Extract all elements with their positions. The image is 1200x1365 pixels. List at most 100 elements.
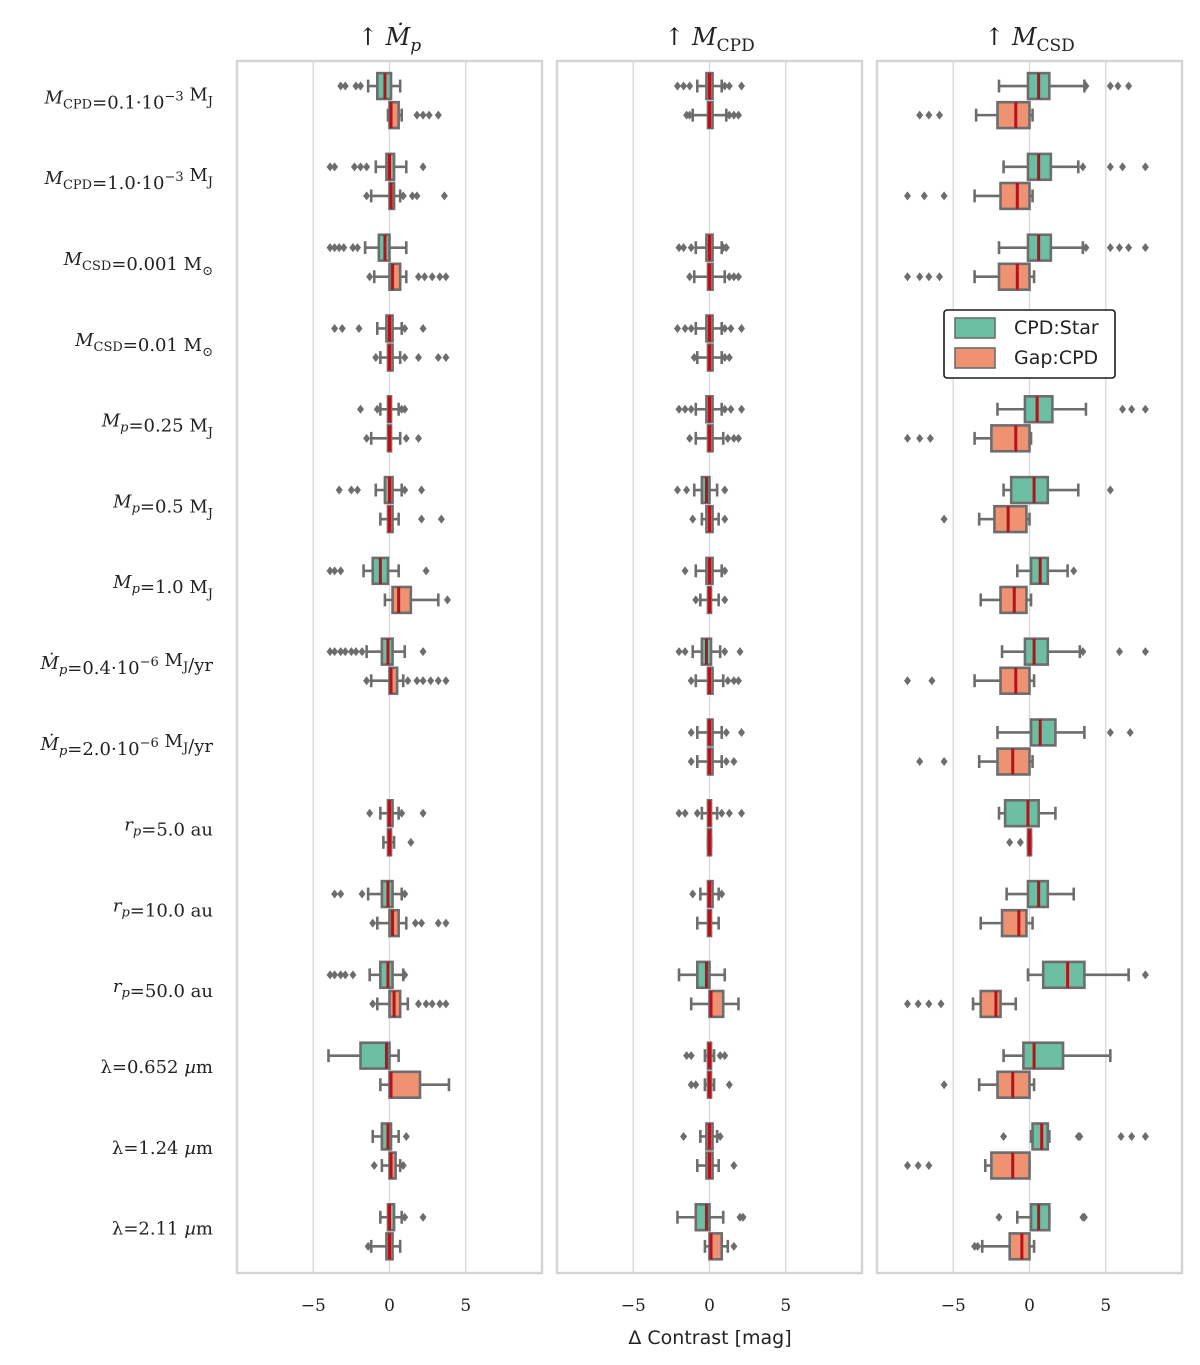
outlier-point (904, 1161, 911, 1171)
outlier-point (422, 999, 430, 1009)
outlier-point (734, 272, 742, 282)
box-gap-cpd (703, 1232, 738, 1261)
outlier-point (401, 353, 409, 363)
box-gap-cpd (695, 908, 720, 938)
outlier-point (335, 485, 343, 495)
box-cpd-star (996, 395, 1149, 424)
outlier-point (419, 676, 427, 686)
outlier-point (428, 272, 436, 282)
outlier-point (722, 243, 730, 253)
box-iqr (379, 960, 394, 990)
outlier-point (408, 191, 416, 201)
box-iqr (997, 262, 1031, 291)
outlier-point (414, 272, 422, 282)
outlier-point (369, 999, 377, 1009)
outlier-point (331, 889, 339, 899)
outlier-point (413, 191, 421, 201)
box-gap-cpd (364, 1232, 402, 1261)
outlier-point (422, 566, 430, 576)
outlier-point (725, 110, 733, 120)
box-cpd-star (675, 799, 746, 828)
box-gap-cpd (940, 1070, 1036, 1099)
box-iqr (388, 100, 400, 130)
box-iqr (359, 1041, 391, 1070)
outlier-point (1141, 1131, 1149, 1141)
outlier-point (335, 243, 343, 253)
category-label: λ=1.24 µm (112, 1138, 213, 1159)
box-cpd-star (997, 233, 1149, 262)
outlier-point (363, 162, 371, 172)
outlier-point (363, 191, 371, 201)
box-iqr (1029, 718, 1057, 747)
outlier-point (730, 110, 738, 120)
box-cpd-star (997, 799, 1057, 828)
outlier-point (418, 918, 426, 928)
box-cpd-star (371, 1122, 410, 1151)
outlier-point (357, 162, 365, 172)
outlier-point (1000, 1131, 1008, 1141)
box-gap-cpd (690, 343, 733, 372)
box-iqr (996, 100, 1031, 130)
outlier-point (736, 647, 744, 657)
box-iqr (1023, 637, 1050, 666)
outlier-point (686, 272, 694, 282)
box-cpd-star (681, 556, 729, 586)
outlier-point (1141, 243, 1149, 253)
outlier-point (1141, 970, 1149, 980)
outlier-point (326, 566, 334, 576)
outlier-point (442, 272, 450, 282)
box-cpd-star (995, 1203, 1088, 1232)
outlier-point (716, 1051, 724, 1061)
outlier-point (421, 272, 429, 282)
outlier-point (1128, 404, 1136, 414)
outlier-point (398, 808, 406, 818)
outlier-point (925, 1161, 933, 1171)
outlier-point (418, 514, 426, 524)
panel-title: ↑ MCPD (664, 23, 754, 56)
outlier-point (730, 433, 738, 443)
box-gap-cpd (687, 666, 742, 695)
outlier-point (1119, 404, 1127, 414)
outlier-point (738, 404, 746, 414)
outlier-point (366, 272, 374, 282)
outlier-point (331, 162, 339, 172)
panel-frame (235, 59, 544, 1275)
outlier-point (1080, 1212, 1088, 1222)
outlier-point (404, 676, 412, 686)
x-tick-label: −5 (941, 1296, 966, 1316)
outlier-point (1125, 243, 1133, 253)
outlier-point (721, 595, 729, 605)
outlier-point (721, 485, 729, 495)
box-iqr (708, 1232, 723, 1261)
outlier-point (914, 1161, 922, 1171)
x-tick-label: 5 (460, 1296, 471, 1316)
outlier-point (337, 647, 345, 657)
outlier-point (716, 1131, 724, 1141)
outlier-point (366, 808, 374, 818)
outlier-point (349, 243, 357, 253)
box-gap-cpd (363, 666, 450, 695)
outlier-point (689, 514, 697, 524)
outlier-point (916, 757, 924, 767)
box-cpd-star (326, 152, 427, 182)
outlier-point (437, 514, 445, 524)
category-label: λ=2.11 µm (112, 1219, 213, 1240)
outlier-point (692, 595, 700, 605)
box-iqr (388, 262, 402, 291)
box-cpd-star (687, 718, 746, 747)
outlier-point (686, 433, 694, 443)
x-tick-label: 0 (384, 1296, 395, 1316)
box-iqr (979, 989, 1002, 1019)
outlier-point (914, 999, 922, 1009)
panel-2: ↑ MCPD −5 0 5 (555, 23, 864, 1316)
outlier-point (372, 353, 380, 363)
category-label: rp=5.0 au (124, 815, 213, 841)
box-gap-cpd (904, 989, 1018, 1019)
outlier-point (419, 162, 427, 172)
outlier-point (419, 1212, 427, 1222)
outlier-point (721, 566, 729, 576)
outlier-point (739, 1212, 747, 1222)
box-gap-cpd (916, 100, 1034, 130)
outlier-point (937, 999, 945, 1009)
box-iqr (1029, 1203, 1051, 1232)
